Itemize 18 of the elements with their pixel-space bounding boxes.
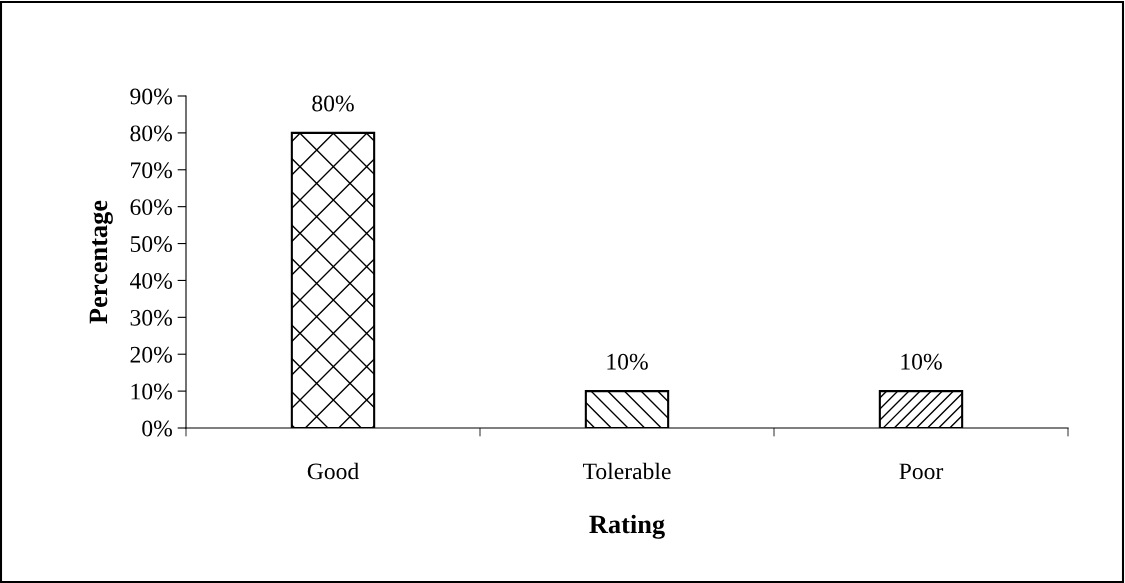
x-tick-label: Poor xyxy=(899,463,944,480)
data-label: 10% xyxy=(607,353,648,370)
y-tick-label: 80% xyxy=(130,125,172,142)
y-tick-label: 0% xyxy=(142,420,172,437)
y-tick-label: 60% xyxy=(130,199,172,216)
data-label: 80% xyxy=(312,95,354,112)
y-tick-label: 50% xyxy=(130,236,172,253)
y-tick-label: 90% xyxy=(130,88,172,105)
y-tick-label: 30% xyxy=(130,309,172,326)
y-axis-title: Percentage xyxy=(89,200,113,324)
x-axis-title: Rating xyxy=(589,514,665,539)
y-tick-label: 20% xyxy=(130,346,172,363)
data-label: 10% xyxy=(901,353,942,370)
y-tick-label: 70% xyxy=(131,162,172,179)
x-tick-label: Tolerable xyxy=(583,462,671,480)
y-tick-label: 40% xyxy=(129,272,172,289)
x-tick-label: Good xyxy=(307,462,359,480)
y-tick-label: 10% xyxy=(131,383,172,400)
